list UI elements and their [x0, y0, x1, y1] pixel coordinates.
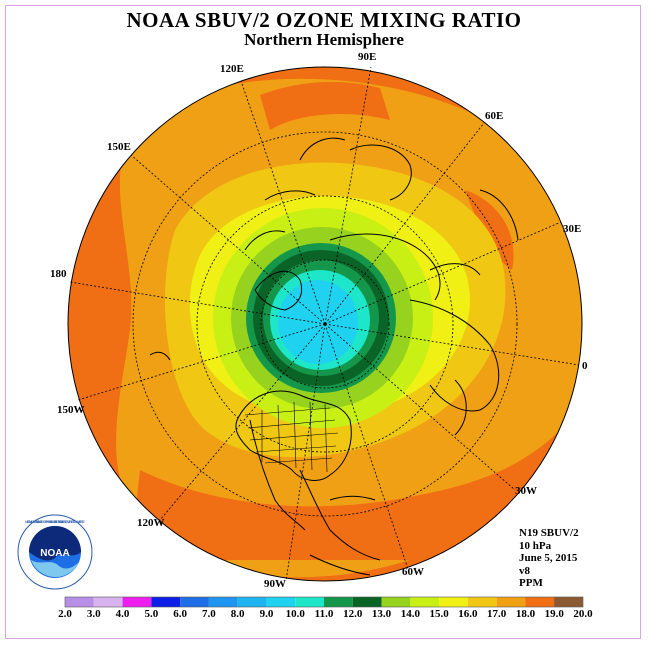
- legend-swatch: [295, 597, 324, 607]
- field-orange-band-west: [260, 81, 390, 130]
- info-units: PPM: [519, 577, 543, 589]
- info-pressure: 10 hPa: [519, 539, 552, 552]
- legend-tick: 4.0: [115, 608, 130, 620]
- lon-label-150w: 150W: [57, 404, 85, 416]
- map-subtitle: Northern Hemisphere: [244, 30, 404, 49]
- field-light-blue: [278, 280, 358, 364]
- legend-swatch: [554, 597, 583, 607]
- legend-tick: 15.0: [429, 608, 449, 620]
- lon-label-120e: 120E: [220, 63, 244, 75]
- legend-swatch: [352, 597, 382, 607]
- legend-tick: 16.0: [458, 608, 478, 620]
- legend-outline: [64, 596, 584, 608]
- field-orange-south: [130, 430, 575, 560]
- legend-tick: 2.0: [58, 608, 72, 620]
- legend-swatch: [180, 597, 209, 607]
- legend-tick: 12.0: [343, 608, 363, 620]
- legend-tick: 17.0: [487, 608, 507, 620]
- legend-swatch: [266, 597, 296, 607]
- lon-label-180: 180: [50, 268, 67, 280]
- lon-label-90e: 90E: [358, 51, 377, 63]
- legend-swatch: [525, 597, 555, 607]
- legend-swatch: [122, 597, 152, 607]
- map-title: NOAA SBUV/2 OZONE MIXING RATIO: [126, 8, 522, 32]
- legend-tick: 11.0: [314, 608, 334, 620]
- legend-swatch: [381, 597, 411, 607]
- legend-tick: 18.0: [515, 608, 536, 620]
- info-date: June 5, 2015: [519, 552, 578, 564]
- legend-swatch: [439, 597, 468, 607]
- color-legend: [64, 596, 584, 608]
- lon-label-30w: 30W: [515, 485, 537, 497]
- legend-swatch: [151, 597, 181, 607]
- noaa-logo: NOAA NATIONAL OCEANIC AND ATMOSPHERIC AD…: [17, 514, 93, 590]
- field-orange-band-east: [465, 190, 514, 270]
- figure-frame: [5, 5, 641, 639]
- legend-tick: 6.0: [173, 608, 187, 620]
- legend-tick: 8.0: [230, 608, 245, 620]
- logo-ring-text: NATIONAL OCEANIC AND ATMOSPHERIC ADMINIS…: [25, 519, 85, 524]
- legend-swatch: [237, 597, 267, 607]
- info-version: v8: [519, 564, 530, 577]
- state-borders: [244, 401, 339, 473]
- legend-tick: 3.0: [86, 608, 101, 620]
- logo-text: NOAA: [40, 548, 69, 559]
- legend-swatch: [467, 597, 497, 607]
- legend-tick: 7.0: [202, 608, 216, 620]
- legend-swatch: [410, 597, 440, 607]
- legend-swatch: [65, 597, 94, 607]
- legend-swatch: [93, 597, 123, 607]
- globe-outline: [67, 66, 583, 582]
- coastlines: [149, 137, 519, 576]
- lon-label-0: 0: [582, 360, 588, 372]
- legend-tick: 5.0: [144, 608, 159, 620]
- lon-label-30e: 30E: [563, 223, 582, 235]
- lon-label-120w: 120W: [137, 517, 165, 529]
- lon-label-150e: 150E: [107, 141, 131, 153]
- legend-swatch: [208, 597, 238, 607]
- legend-tick: 9.0: [259, 608, 274, 620]
- legend-tick: 19.0: [544, 608, 564, 620]
- legend-swatch: [496, 597, 526, 607]
- lon-label-90w: 90W: [264, 578, 286, 590]
- lon-label-60w: 60W: [402, 566, 424, 578]
- lon-label-60e: 60E: [485, 110, 504, 122]
- legend-tick: 20.0: [573, 608, 593, 620]
- legend-tick: 14.0: [400, 608, 420, 620]
- graticule: [69, 66, 580, 582]
- info-block: N19 SBUV/2 10 hPa June 5, 2015 v8 PPM: [519, 527, 579, 590]
- legend-swatch: [324, 597, 353, 607]
- legend-tick: 13.0: [371, 608, 392, 620]
- info-instrument: N19 SBUV/2: [519, 527, 579, 539]
- legend-tick: 10.0: [285, 608, 305, 620]
